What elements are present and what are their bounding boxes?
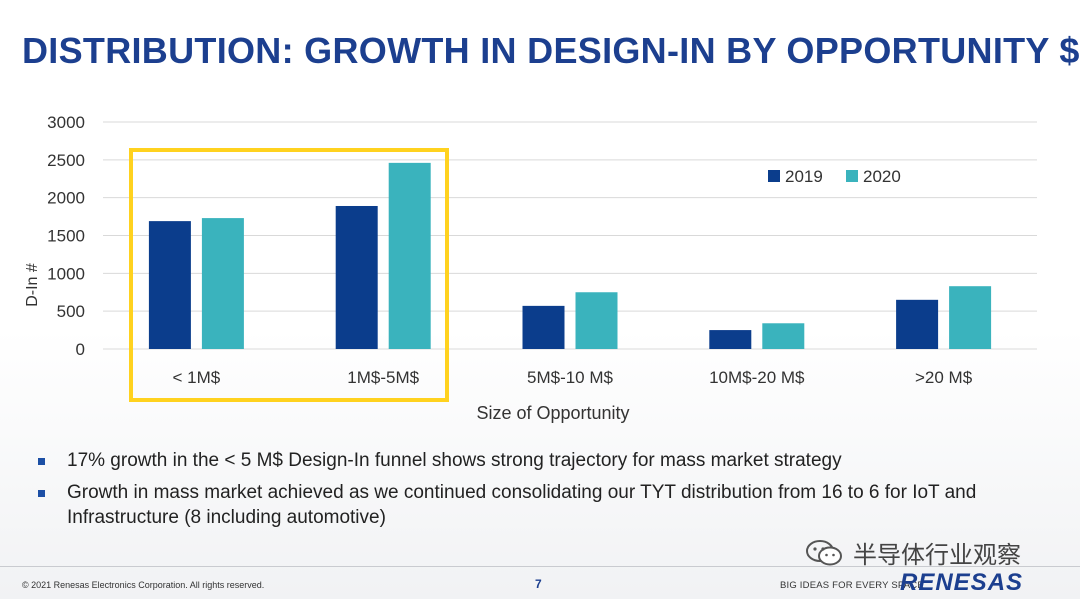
watermark-text: 半导体行业观察 (853, 542, 1021, 569)
bar-2019 (709, 330, 752, 349)
y-tick-label: 0 (76, 340, 85, 359)
bar-2020 (575, 292, 618, 349)
footer-divider (0, 566, 1080, 567)
y-tick-label: 3000 (47, 113, 85, 132)
bullet-item: Growth in mass market achieved as we con… (38, 480, 1038, 530)
bar-2020 (388, 162, 431, 349)
legend-swatch (768, 170, 780, 182)
bar-chart: 0 500 1000 1500 2000 2500 3000 D-In # < 1M$ 1M$-5… (24, 113, 1037, 423)
x-tick-label: 1M$-5M$ (347, 368, 419, 387)
bar-2020 (949, 286, 992, 349)
y-tick-label: 2000 (47, 189, 85, 208)
x-tick-label: 10M$-20 M$ (709, 368, 805, 387)
y-tick-label: 1000 (47, 264, 85, 283)
highlight-box (129, 148, 449, 402)
tagline: BIG IDEAS FOR EVERY SPACE (780, 580, 924, 591)
bullet-square-icon (38, 490, 45, 497)
x-tick-label: < 1M$ (173, 368, 221, 387)
legend-swatch (846, 170, 858, 182)
y-axis-label: D-In # (24, 263, 41, 307)
x-axis-label: Size of Opportunity (476, 403, 629, 423)
bullet-square-icon (38, 458, 45, 465)
y-tick-label: 1500 (47, 227, 85, 246)
copyright-text: © 2021 Renesas Electronics Corporation. … (22, 580, 265, 590)
bar-2020 (201, 218, 244, 349)
bar-2019 (148, 221, 191, 349)
bullet-item: 17% growth in the < 5 M$ Design-In funne… (38, 448, 1038, 473)
legend-label: 2020 (863, 167, 901, 186)
bullet-text: Growth in mass market achieved as we con… (67, 482, 977, 528)
bar-2019 (335, 205, 378, 349)
wechat-icon (805, 538, 843, 568)
y-tick-label: 2500 (47, 151, 85, 170)
page-number: 7 (535, 577, 542, 591)
legend-label: 2019 (785, 167, 823, 186)
y-tick-label: 500 (57, 302, 85, 321)
x-tick-label: 5M$-10 M$ (527, 368, 614, 387)
bar-2020 (762, 323, 805, 349)
watermark: 半导体行业观察 (805, 535, 1021, 570)
x-tick-label: >20 M$ (915, 368, 973, 387)
bar-2019 (522, 305, 565, 349)
slide-title: DISTRIBUTION: GROWTH IN DESIGN-IN BY OPP… (22, 30, 1080, 71)
bullet-text: 17% growth in the < 5 M$ Design-In funne… (67, 450, 842, 471)
renesas-logo: RENESAS (900, 569, 1024, 596)
bullet-list: 17% growth in the < 5 M$ Design-In funne… (38, 448, 1038, 537)
bar-2019 (896, 299, 939, 349)
